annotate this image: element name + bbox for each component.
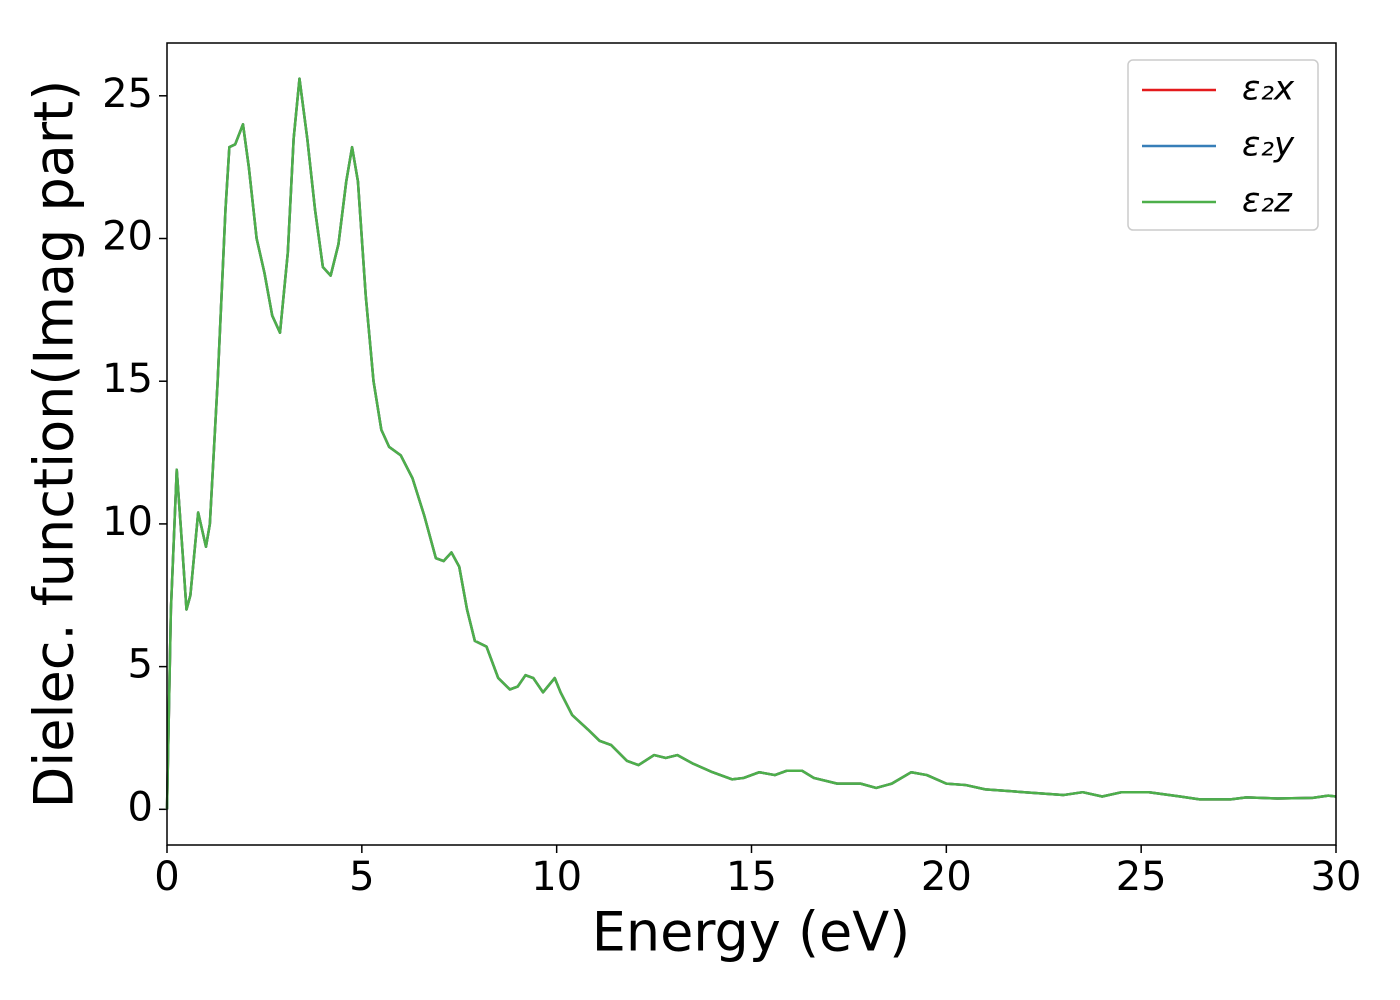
x-tick-label: 10 [531,854,582,900]
series-line [165,77,1337,810]
y-tick-label: 0 [128,784,153,830]
x-tick-label: 30 [1311,854,1362,900]
legend-label: ε₂z [1242,181,1293,221]
y-tick-label: 15 [102,356,153,402]
x-axis-label: Energy (eV) [592,901,911,964]
legend-label: ε₂y [1242,125,1295,165]
y-axis-label: Dielec. function(Imag part) [23,80,86,809]
x-tick-label: 0 [154,854,179,900]
legend-label: ε₂x [1242,69,1295,109]
y-tick-label: 5 [128,642,153,688]
x-tick-label: 5 [349,854,374,900]
y-tick-label: 25 [102,71,153,117]
legend-box [1127,59,1319,231]
x-tick-label: 25 [1116,854,1167,900]
x-tick-label: 20 [921,854,972,900]
y-tick-label: 10 [102,499,153,545]
plot-frame [166,42,1337,846]
x-tick-label: 15 [726,854,777,900]
y-tick-label: 20 [102,214,153,260]
